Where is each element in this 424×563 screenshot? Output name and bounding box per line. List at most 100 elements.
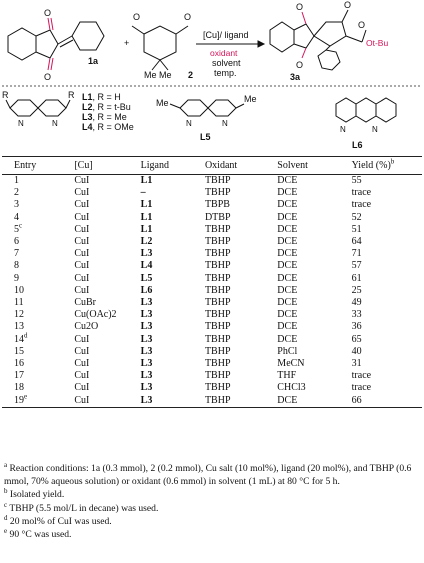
ligand-L5-structure xyxy=(169,99,245,117)
cell-ligand: L1 xyxy=(140,175,153,186)
n-label: N xyxy=(186,119,192,128)
cell-oxidant: TBHP xyxy=(204,175,231,186)
r-label: R xyxy=(68,90,75,100)
cell-ligand: L3 xyxy=(140,394,205,408)
ligand-L6-structure xyxy=(335,97,397,123)
header-oxidant: Oxidant xyxy=(204,156,278,175)
table-row: 4 CuI L1 DTBP DCE 52 xyxy=(2,212,422,224)
cell-cu: CuI xyxy=(74,248,90,260)
cell-cu: CuI xyxy=(74,187,90,199)
cell-ligand: L3 xyxy=(140,321,153,333)
me-label: Me xyxy=(156,98,169,108)
oxo-label: O xyxy=(44,8,51,18)
footnote-c: c TBHP (5.5 mol/L in decane) was used. xyxy=(4,500,159,514)
cell-entry: 1 xyxy=(14,175,19,186)
header-solvent: Solvent xyxy=(277,156,352,175)
cell-cu: CuI xyxy=(74,284,90,296)
cell-cu: CuI xyxy=(74,236,90,248)
footnote-a: a Reaction conditions: 1a (0.3 mmol), 2 … xyxy=(4,460,412,488)
cell-ligand: L6 xyxy=(140,284,153,296)
cell-entry: 15 xyxy=(14,345,24,357)
cell-oxidant: TBHP xyxy=(204,321,231,333)
cell-oxidant: TBHP xyxy=(204,248,231,260)
cell-entry: 16 xyxy=(14,358,24,370)
table-row: 19e CuI L3 TBHP DCE 66 xyxy=(2,393,422,408)
n-label: N xyxy=(222,119,228,128)
cell-yield: 25 xyxy=(351,284,362,296)
ligand-list: L1, R = H L2, R = t-Bu L3, R = Me L4, R … xyxy=(82,92,134,132)
cell-yield: 36 xyxy=(351,321,362,333)
cell-oxidant: TBHP xyxy=(204,272,231,284)
cell-yield: 52 xyxy=(351,211,362,223)
table-row: 5c CuI L1 TBHP DCE 51 xyxy=(2,222,422,236)
svg-text:L1, R = H: L1, R = H xyxy=(82,92,121,102)
compound-2-structure xyxy=(131,25,189,71)
table-row: 11 CuBr L3 TBHP DCE 49 xyxy=(2,297,422,309)
cell-solvent: DCE xyxy=(277,297,298,309)
cell-entry: 18 xyxy=(14,382,24,394)
cell-ligand: L3 xyxy=(140,345,153,357)
ligand-L6-label: L6 xyxy=(352,140,363,150)
ligand-L1-L4-structure xyxy=(5,99,71,117)
cell-cu: CuI xyxy=(74,358,90,370)
cell-ligand: – xyxy=(140,187,146,199)
cell-cu: CuI xyxy=(74,345,90,357)
cell-yield: 55 xyxy=(351,175,362,186)
oxo-label: O xyxy=(184,12,191,22)
cell-cu: CuI xyxy=(74,370,90,382)
plus-sign: + xyxy=(124,38,129,48)
cell-ligand: L5 xyxy=(140,272,153,284)
cell-entry: 9 xyxy=(14,272,19,284)
cell-entry: 2 xyxy=(14,187,19,199)
cell-solvent: THF xyxy=(277,370,297,382)
cell-yield: trace xyxy=(351,199,372,211)
table-row: 6 CuI L2 TBHP DCE 64 xyxy=(2,236,422,248)
cell-yield: 61 xyxy=(351,272,362,284)
header-entry: Entry xyxy=(2,156,75,175)
compound-1a-label: 1a xyxy=(88,56,99,66)
table-row: 1 CuI L1 TBHP DCE 55 xyxy=(2,175,422,188)
cell-entry: 17 xyxy=(14,370,24,382)
cell-solvent: DCE xyxy=(277,175,298,186)
table-row: 13 Cu2O L3 TBHP DCE 36 xyxy=(2,321,422,333)
table-row: 17 CuI L3 TBHP THF trace xyxy=(2,370,422,382)
cell-ligand: L2 xyxy=(140,236,153,248)
compound-2-label: 2 xyxy=(188,70,193,80)
header-yield: Yield (%)b xyxy=(351,156,422,175)
solvent-label: solvent xyxy=(212,58,241,68)
cell-entry: 3 xyxy=(14,199,19,211)
ligand-L5-label: L5 xyxy=(200,132,211,142)
table-row: 3 CuI L1 TBPB DCE trace xyxy=(2,199,422,211)
cell-oxidant: TBHP xyxy=(204,394,278,408)
oxo-label: O xyxy=(44,72,51,82)
cell-solvent: DCE xyxy=(277,321,298,333)
cell-oxidant: TBHP xyxy=(204,345,231,357)
cell-ligand: L1 xyxy=(140,223,153,235)
cell-entry: 8 xyxy=(14,260,19,272)
footnote-e: e 90 °C was used. xyxy=(4,526,72,541)
cell-entry: 11 xyxy=(14,297,24,309)
svg-text:L2, R = t-Bu: L2, R = t-Bu xyxy=(82,102,131,112)
cell-oxidant: TBHP xyxy=(204,358,231,370)
cell-entry: 10 xyxy=(14,284,24,296)
cell-solvent: DCE xyxy=(277,223,298,235)
table-header-row: Entry [Cu] Ligand Oxidant Solvent Yield … xyxy=(2,156,422,175)
table-row: 8 CuI L4 TBHP DCE 57 xyxy=(2,260,422,272)
cell-entry: 14d xyxy=(14,331,28,345)
cell-ligand: L3 xyxy=(140,248,153,260)
cell-entry: 4 xyxy=(14,211,19,223)
cell-solvent: DCE xyxy=(277,272,298,284)
compound-3a-structure xyxy=(269,9,367,71)
cell-oxidant: TBHP xyxy=(204,333,231,345)
cell-solvent: DCE xyxy=(277,260,298,272)
cell-ligand: L3 xyxy=(140,297,153,309)
cell-cu: CuI xyxy=(74,199,90,211)
cell-ligand: L3 xyxy=(140,309,153,321)
cell-ligand: L4 xyxy=(140,260,153,272)
cell-entry: 13 xyxy=(14,321,24,333)
reaction-scheme: O O O O O O O O + 1a Me Me 2 [Cu]/ ligan… xyxy=(2,0,422,150)
cell-entry: 6 xyxy=(14,236,19,248)
cell-cu: CuI xyxy=(74,175,90,186)
cell-ligand: L3 xyxy=(140,333,153,345)
catalyst-label: [Cu]/ ligand xyxy=(203,30,249,40)
